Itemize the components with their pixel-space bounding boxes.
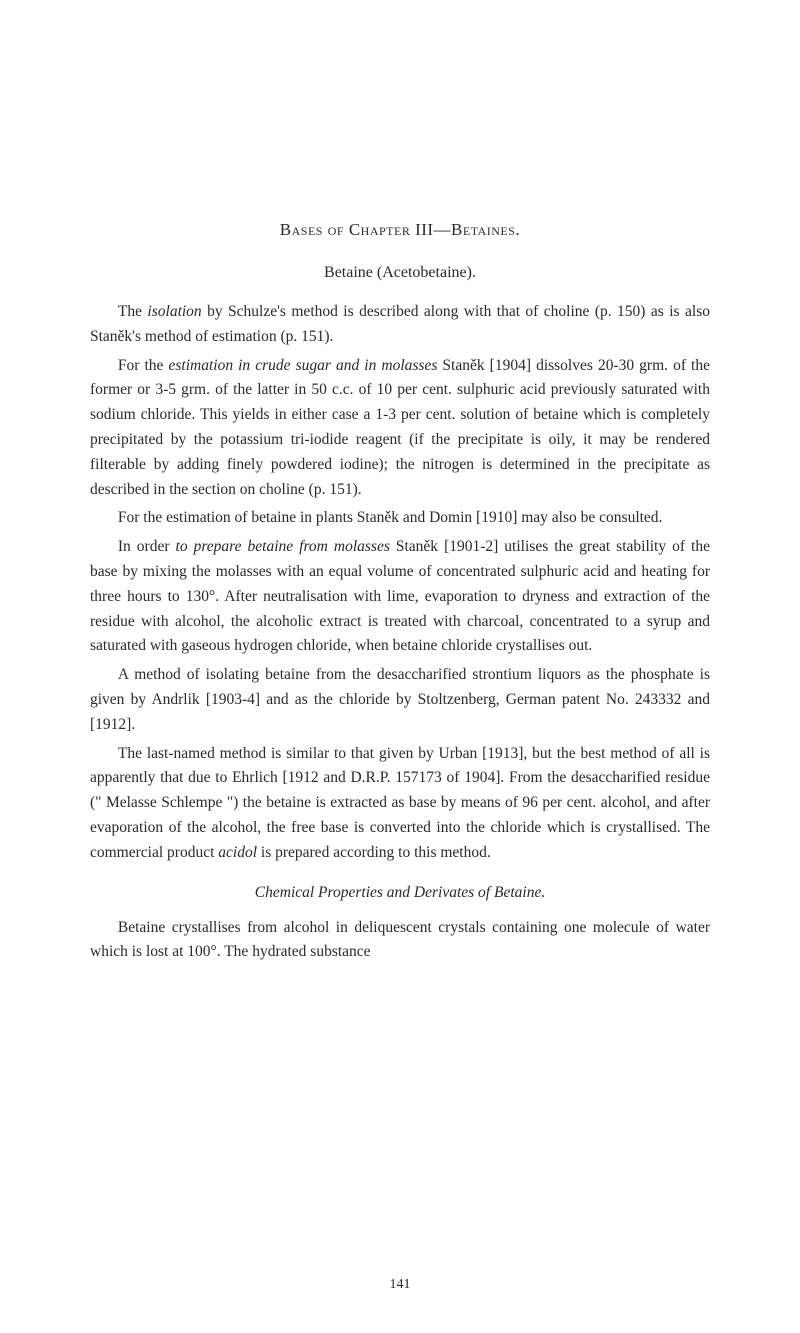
- p2-text-post: Staněk [1904] dissolves 20-30 grm. of th…: [90, 357, 710, 498]
- subsection-heading: Betaine (Acetobetaine).: [90, 264, 710, 282]
- paragraph-1: The isolation by Schulze's method is des…: [90, 300, 710, 350]
- p6-text-post: is prepared according to this method.: [257, 844, 491, 861]
- sub-italic-heading: Chemical Properties and Derivates of Bet…: [90, 884, 710, 902]
- p1-italic-1: isolation: [147, 303, 201, 320]
- page-number: 141: [0, 1277, 800, 1293]
- p4-text-post: Staněk [1901-2] utilises the great stabi…: [90, 538, 710, 654]
- section-heading: Bases of Chapter III—Betaines.: [90, 220, 710, 240]
- paragraph-4: In order to prepare betaine from molasse…: [90, 535, 710, 659]
- p6-italic-1: acidol: [218, 844, 257, 861]
- paragraph-7: Betaine crystallises from alcohol in del…: [90, 916, 710, 966]
- paragraph-6: The last-named method is similar to that…: [90, 742, 710, 866]
- p2-italic-1: estimation in crude sugar and in molasse…: [168, 357, 437, 374]
- p4-italic-1: to prepare betaine from molasses: [176, 538, 390, 555]
- paragraph-2: For the estimation in crude sugar and in…: [90, 354, 710, 503]
- p1-text-pre: The: [118, 303, 148, 320]
- paragraph-3: For the estimation of betaine in plants …: [90, 506, 710, 531]
- p4-text-pre: In order: [118, 538, 176, 555]
- paragraph-5: A method of isolating betaine from the d…: [90, 663, 710, 737]
- p2-text-pre: For the: [118, 357, 169, 374]
